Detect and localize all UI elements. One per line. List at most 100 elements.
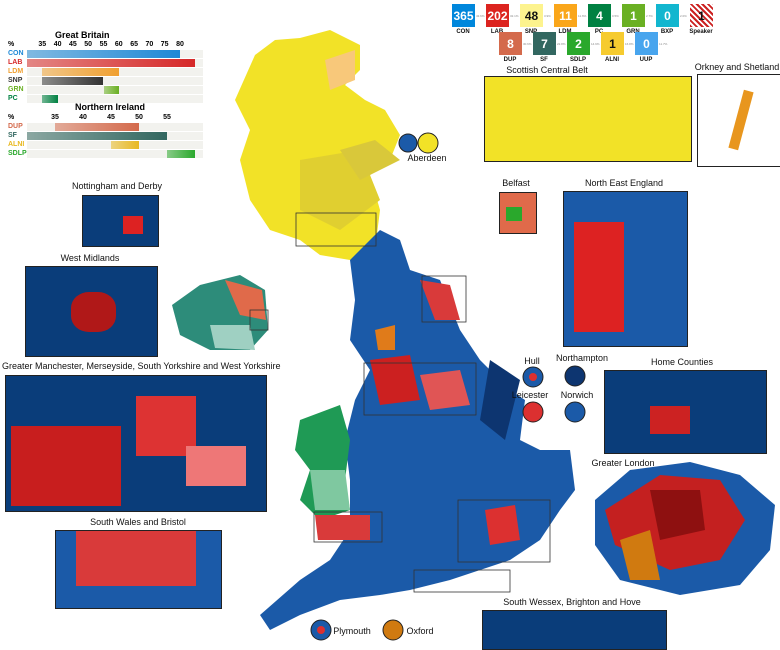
legend-range-sf bbox=[27, 132, 167, 140]
scottish-central-belt-inset[interactable] bbox=[484, 76, 692, 162]
scotland-region[interactable] bbox=[235, 30, 400, 260]
legend-party-lab: LAB bbox=[8, 59, 23, 66]
seat-count-snp: 48 bbox=[520, 4, 543, 27]
legend-party-con: CON bbox=[8, 50, 24, 57]
label-west-midlands: West Midlands bbox=[60, 253, 120, 263]
party-name-sf: SF bbox=[540, 57, 548, 63]
legend-party-grn: GRN bbox=[8, 86, 24, 93]
inset-markers bbox=[249, 212, 551, 593]
west-midlands-inset[interactable] bbox=[25, 266, 158, 357]
england-region[interactable] bbox=[260, 230, 575, 630]
party-name-lab: LAB bbox=[490, 29, 504, 35]
legend-tick: 40 bbox=[79, 114, 87, 121]
legend-tick: 55 bbox=[163, 114, 171, 121]
label-greater-london: Greater London bbox=[591, 458, 655, 468]
greater-manchester-inset[interactable] bbox=[5, 375, 267, 512]
label-belfast: Belfast bbox=[502, 178, 530, 188]
legend-tick: 70 bbox=[145, 41, 154, 48]
seat-count-ldm: 11 bbox=[554, 4, 577, 27]
seat-count-con: 365 bbox=[452, 4, 475, 27]
legend-tick: 45 bbox=[68, 41, 77, 48]
legend-range-snp bbox=[42, 77, 104, 85]
label-home-counties: Home Counties bbox=[650, 357, 714, 367]
legend-tick: 35 bbox=[38, 41, 47, 48]
legend-party-dup: DUP bbox=[8, 123, 23, 130]
legend-tick: 65 bbox=[130, 41, 138, 48]
label-northampton: Northampton bbox=[555, 353, 609, 363]
seat-count-sf: 7 bbox=[533, 32, 556, 55]
vote-share-bxp: 2.0% bbox=[680, 14, 687, 18]
legend-range-ldm bbox=[42, 68, 119, 76]
legend-range-alni bbox=[111, 141, 139, 149]
legend-tick: 50 bbox=[84, 41, 93, 48]
legend-range-grn bbox=[103, 86, 119, 94]
legend-tick: 35 bbox=[51, 114, 59, 121]
nottingham-derby-inset[interactable] bbox=[82, 195, 159, 247]
vote-share-lab: 32.1% bbox=[510, 14, 519, 18]
party-name-speaker: Speaker bbox=[689, 29, 713, 35]
legend-tick: 60 bbox=[114, 41, 123, 48]
party-name-snp: SNP bbox=[524, 29, 538, 35]
seat-count-bxp: 0 bbox=[656, 4, 679, 27]
legend-tick: 80 bbox=[176, 41, 184, 48]
north-east-england-inset[interactable] bbox=[563, 191, 688, 347]
party-name-ldm: LDM bbox=[558, 29, 572, 35]
legend-party-sdlp: SDLP bbox=[8, 150, 27, 157]
legend-row bbox=[27, 150, 203, 159]
legend-tick: 45 bbox=[107, 114, 115, 121]
wales-region[interactable] bbox=[295, 405, 370, 540]
legend-range-lab bbox=[27, 59, 196, 67]
vote-share-sf: 22.8% bbox=[557, 42, 566, 46]
legend-tick: 55 bbox=[99, 41, 108, 48]
party-name-alni: ALNI bbox=[605, 57, 619, 63]
legend-tick: 75 bbox=[160, 41, 169, 48]
legend-row bbox=[27, 77, 204, 86]
legend-range-pc bbox=[42, 95, 58, 103]
legend-range-sdlp bbox=[167, 150, 195, 158]
legend-party-sf: SF bbox=[8, 132, 17, 139]
vote-share-uup: 11.7% bbox=[659, 42, 668, 46]
legend-tick: 40 bbox=[53, 41, 62, 48]
vote-share-dup: 30.6% bbox=[523, 42, 532, 46]
seat-count-dup: 8 bbox=[499, 32, 522, 55]
legend-party-ldm: LDM bbox=[8, 68, 24, 75]
northern-ireland-region[interactable] bbox=[172, 275, 268, 350]
legend-gb-pct: % bbox=[8, 41, 15, 48]
legend-party-pc: PC bbox=[8, 95, 18, 102]
label-leicester: Leicester bbox=[511, 390, 549, 400]
party-name-sdlp: SDLP bbox=[569, 57, 587, 63]
vote-share-ldm: 11.6% bbox=[578, 14, 587, 18]
belfast-inset[interactable] bbox=[499, 192, 537, 234]
label-norwich: Norwich bbox=[560, 390, 594, 400]
legend-party-snp: SNP bbox=[8, 77, 23, 84]
party-name-uup: UUP bbox=[639, 57, 653, 63]
south-wales-bristol-inset[interactable] bbox=[55, 530, 222, 609]
legend-row bbox=[27, 95, 204, 104]
party-name-grn: GRN bbox=[626, 29, 640, 35]
party-name-dup: DUP bbox=[503, 57, 517, 63]
legend-range-dup bbox=[55, 123, 139, 131]
seat-count-uup: 0 bbox=[635, 32, 658, 55]
home-counties-inset[interactable] bbox=[604, 370, 767, 454]
label-south-wales-bristol: South Wales and Bristol bbox=[90, 517, 186, 527]
legend-tick: 50 bbox=[135, 114, 143, 121]
legend-ni-pct: % bbox=[8, 114, 15, 121]
legend-party-alni: ALNI bbox=[8, 141, 25, 148]
seat-count-pc: 4 bbox=[588, 4, 611, 27]
south-wessex-inset[interactable] bbox=[482, 610, 667, 650]
seat-count-speaker: 1 bbox=[690, 4, 713, 27]
vote-share-grn: 2.7% bbox=[646, 14, 653, 18]
seat-count-grn: 1 bbox=[622, 4, 645, 27]
label-aberdeen: Aberdeen bbox=[407, 153, 447, 163]
seat-count-lab: 202 bbox=[486, 4, 509, 27]
inset-circles[interactable] bbox=[310, 132, 586, 641]
vote-share-pc: 0.5% bbox=[612, 14, 619, 18]
vote-share-sdlp: 14.9% bbox=[591, 42, 600, 46]
label-nottingham-derby: Nottingham and Derby bbox=[71, 181, 163, 191]
label-greater-manchester: Greater Manchester, Merseyside, South Yo… bbox=[2, 361, 281, 371]
orkney-shetland-inset[interactable] bbox=[697, 74, 780, 167]
vote-share-con: 43.6% bbox=[476, 14, 485, 18]
legend-range-con bbox=[27, 50, 180, 58]
greater-london-inset[interactable] bbox=[595, 462, 775, 595]
